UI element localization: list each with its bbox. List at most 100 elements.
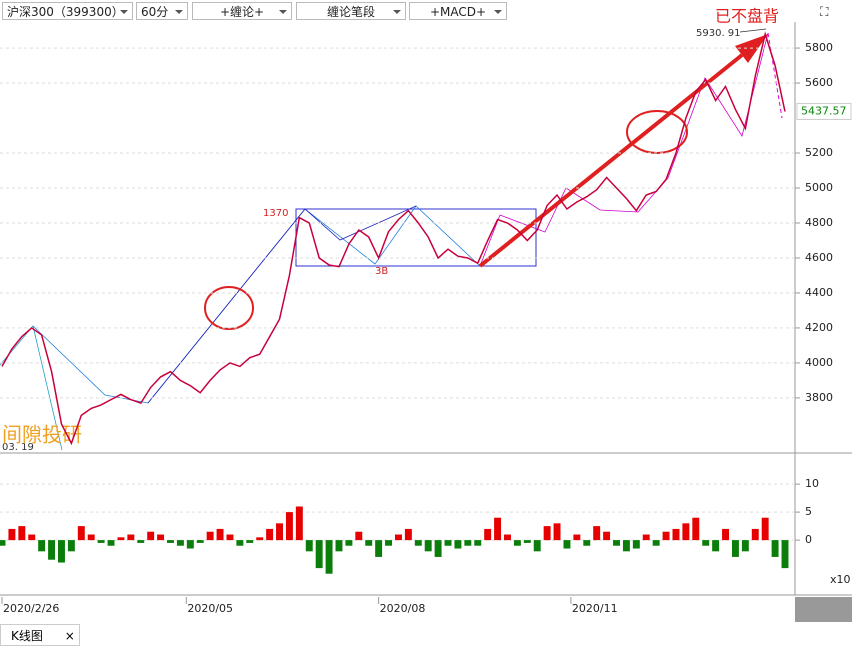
tab[interactable]: K线图 ×	[0, 624, 80, 646]
macd-bar	[236, 540, 244, 546]
macd-bar	[553, 523, 561, 541]
macd-bar	[127, 534, 135, 541]
macd-bar	[8, 528, 16, 541]
macd-bar	[176, 540, 184, 546]
macd-bar	[315, 540, 323, 569]
macd-bar	[97, 540, 105, 543]
macd-bar	[295, 506, 303, 541]
macd-bar	[563, 540, 571, 549]
annotation: 3B	[375, 266, 388, 277]
y-tick-label: 4200	[805, 321, 833, 334]
unit-label: x10	[830, 573, 851, 586]
macd-bar	[256, 537, 264, 541]
macd-bar	[444, 540, 452, 546]
macd-bar	[583, 540, 591, 546]
y-tick-label: 5800	[805, 41, 833, 54]
macd-bar	[57, 540, 65, 563]
macd-bar	[216, 528, 224, 541]
annotation: 5930. 91	[696, 28, 741, 39]
indicator-select[interactable]: 缠论笔段	[296, 2, 406, 20]
macd-bar	[622, 540, 630, 552]
macd-bar	[494, 517, 502, 541]
macd-bar	[226, 534, 234, 541]
macd-bar	[186, 540, 194, 549]
y-tick-label: 4000	[805, 356, 833, 369]
macd-bar	[533, 540, 541, 552]
macd-bar	[335, 540, 343, 552]
macd-bar	[474, 540, 482, 546]
macd-bar	[325, 540, 333, 574]
macd-bar	[504, 534, 511, 541]
indicator-select[interactable]: +MACD+	[409, 2, 507, 20]
macd-bar	[285, 512, 293, 541]
y-tick-label: 4600	[805, 251, 833, 264]
macd-bar	[305, 540, 313, 552]
x-tick-label: 2020/2/26	[3, 602, 59, 615]
macd-bar	[702, 540, 710, 546]
macd-bar	[603, 531, 611, 541]
macd-bar	[771, 540, 779, 557]
annotation: 03. 19	[2, 442, 34, 453]
annotation: 1370	[263, 208, 288, 219]
macd-bar	[117, 537, 125, 541]
macd-bar	[28, 534, 36, 541]
y-tick-label: 3800	[805, 391, 833, 404]
macd-bar	[652, 540, 660, 546]
y-tick-label: 5000	[805, 181, 833, 194]
macd-bar	[107, 540, 115, 546]
annotation: 已不盘背	[715, 7, 779, 26]
macd-bar	[196, 540, 204, 543]
macd-bar	[246, 540, 254, 543]
macd-bar	[18, 526, 26, 541]
macd-bar	[464, 540, 472, 546]
y-tick-label: 5	[805, 505, 812, 518]
macd-bar	[424, 540, 432, 552]
dashed-line	[767, 32, 783, 119]
y-tick-label: 5200	[805, 146, 833, 159]
y-tick-label: 10	[805, 477, 819, 490]
macd-bar	[781, 540, 789, 569]
macd-bar	[414, 540, 422, 546]
period-select[interactable]: 60分	[136, 2, 188, 20]
macd-bar	[513, 540, 521, 546]
y-tick-label: 5600	[805, 76, 833, 89]
macd-bar	[523, 540, 531, 543]
macd-bar	[434, 540, 442, 557]
x-tick-label: 2020/08	[380, 602, 426, 615]
stroke-line	[479, 32, 769, 267]
fullscreen-icon[interactable]: ⛶	[819, 5, 829, 19]
macd-bar	[48, 540, 56, 560]
macd-bar	[276, 523, 283, 541]
macd-bar	[345, 540, 353, 546]
macd-bar	[573, 534, 581, 541]
last-price-label: 5437.57	[801, 104, 847, 117]
macd-bar	[642, 534, 650, 541]
price-line	[1, 31, 786, 446]
macd-bar	[741, 540, 749, 552]
scroll-block	[795, 597, 852, 622]
trend-arrow	[478, 53, 744, 268]
macd-bar	[77, 526, 85, 541]
macd-bar	[672, 528, 680, 541]
macd-bar	[712, 540, 720, 552]
tab-close[interactable]: ×	[64, 629, 75, 643]
macd-bar	[157, 534, 165, 541]
macd-bar	[731, 540, 739, 557]
macd-bar	[0, 540, 6, 546]
macd-bar	[365, 540, 373, 546]
macd-bar	[692, 517, 700, 541]
tab-label: K线图	[11, 629, 43, 643]
macd-bar	[394, 534, 402, 541]
macd-bar	[632, 540, 640, 549]
indicator-select[interactable]: +缠论+	[192, 2, 292, 20]
macd-bar	[404, 528, 412, 541]
watermark: 间隙投研	[2, 423, 82, 447]
symbol-select[interactable]: 沪深300（399300）	[2, 2, 133, 20]
macd-bar	[206, 531, 214, 541]
macd-bar	[761, 517, 769, 541]
macd-bar	[355, 531, 363, 541]
macd-bar	[543, 526, 551, 541]
